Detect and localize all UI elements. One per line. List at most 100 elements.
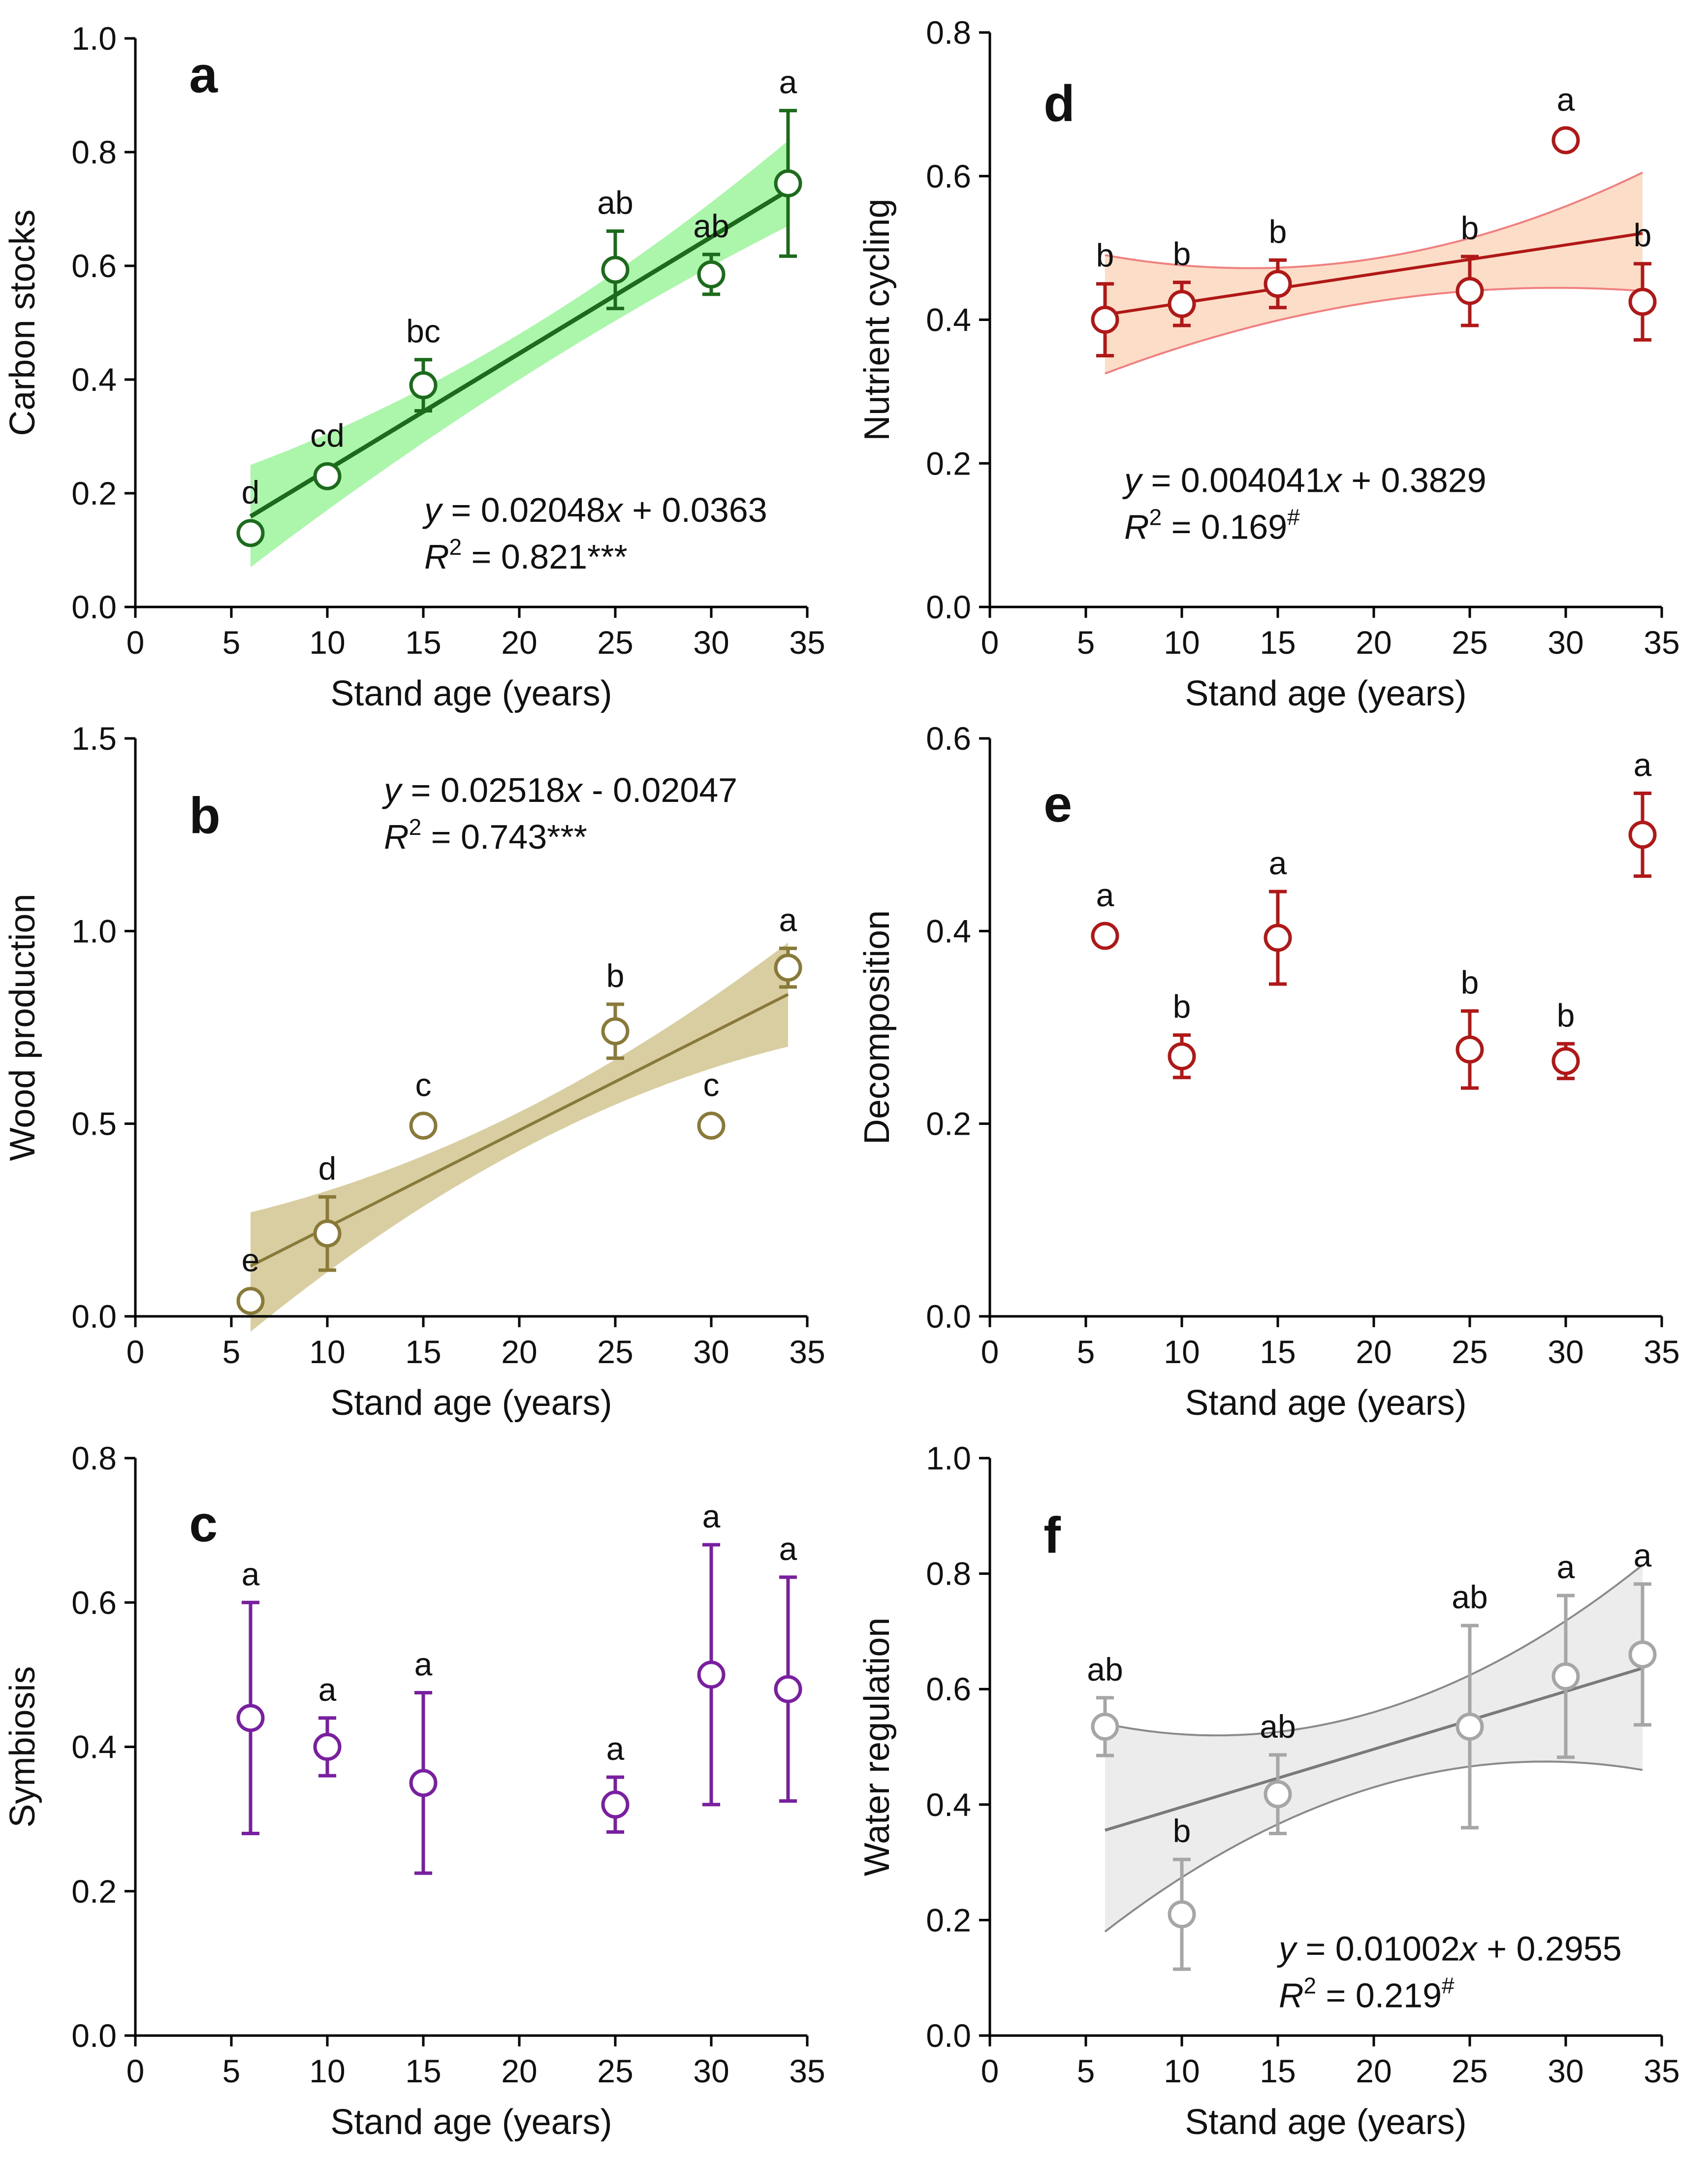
- data-point-e: [1628, 821, 1657, 849]
- fit-line-a: [249, 188, 790, 518]
- panel-letter-b: b: [189, 788, 221, 845]
- x-tick-label-f: 20: [1356, 2053, 1392, 2089]
- panel-e: 0 5 10 15 20 25 30 35 0.0 0.2 0.4 0.6 Stand age (yea…: [857, 720, 1680, 1423]
- x-tick-label-d: 5: [1077, 624, 1095, 661]
- x-tick-label-c: 5: [222, 2053, 241, 2089]
- significance-letter-c: a: [414, 1646, 433, 1683]
- y-tick-label-b: 0.5: [71, 1106, 117, 1142]
- data-point-c: [697, 1660, 726, 1689]
- confidence-band-b: [251, 942, 788, 1332]
- y-tick-label-a: 0.0: [71, 589, 117, 625]
- significance-letter-c: a: [606, 1730, 625, 1767]
- significance-letter-e: b: [1173, 988, 1191, 1025]
- significance-letter-b: d: [318, 1150, 337, 1186]
- x-tick-label-f: 25: [1452, 2053, 1487, 2089]
- x-tick-label-e: 15: [1260, 1334, 1296, 1370]
- significance-letter-e: b: [1461, 964, 1479, 1001]
- x-tick-label-e: 30: [1548, 1334, 1583, 1370]
- x-tick-label-a: 20: [501, 624, 537, 661]
- x-tick-label-c: 20: [501, 2053, 537, 2089]
- band-lower-edge-f: [1104, 1760, 1643, 1933]
- y-tick-label-e: 0.6: [926, 720, 971, 757]
- y-axis-label-b: Wood production: [3, 893, 42, 1161]
- y-tick-label-a: 0.6: [71, 248, 117, 284]
- x-axis-label-d: Stand age (years): [1185, 674, 1466, 713]
- significance-letter-b: e: [242, 1242, 260, 1278]
- data-point-a: [409, 371, 438, 400]
- x-tick-label-c: 35: [789, 2053, 825, 2089]
- r-squared-b: R2 = 0.743***: [384, 814, 587, 856]
- y-tick-label-f: 0.0: [926, 2017, 971, 2054]
- data-point-a: [236, 519, 265, 547]
- significance-letter-a: bc: [406, 313, 441, 350]
- x-tick-label-b: 10: [309, 1334, 345, 1370]
- significance-letter-a: d: [242, 474, 260, 510]
- y-tick-label-e: 0.2: [926, 1106, 971, 1142]
- significance-letter-f: a: [1557, 1549, 1575, 1585]
- significance-letter-c: a: [779, 1530, 797, 1567]
- band-upper-edge-f: [1105, 1564, 1644, 1737]
- data-point-f: [1551, 1662, 1580, 1690]
- y-tick-label-c: 0.0: [71, 2017, 117, 2054]
- significance-letter-c: a: [242, 1556, 260, 1592]
- data-point-d: [1628, 287, 1657, 316]
- significance-letter-a: a: [779, 64, 797, 100]
- fit-line-b: [250, 993, 789, 1268]
- significance-letter-b: c: [415, 1067, 432, 1103]
- y-tick-label-f: 0.2: [926, 1902, 971, 1938]
- x-tick-label-a: 25: [597, 624, 633, 661]
- significance-letter-e: a: [1634, 747, 1652, 783]
- x-tick-label-e: 35: [1644, 1334, 1679, 1370]
- panel-letter-a: a: [189, 46, 218, 103]
- x-tick-label-a: 35: [789, 624, 825, 661]
- significance-letter-c: a: [318, 1671, 337, 1708]
- x-tick-label-f: 10: [1164, 2053, 1200, 2089]
- y-tick-label-d: 0.2: [926, 445, 971, 481]
- y-tick-label-f: 0.8: [926, 1556, 971, 1592]
- x-tick-label-b: 0: [127, 1334, 145, 1370]
- significance-letter-e: b: [1557, 997, 1575, 1033]
- x-tick-label-f: 35: [1644, 2053, 1679, 2089]
- data-point-f: [1455, 1712, 1484, 1741]
- x-tick-label-c: 15: [405, 2053, 441, 2089]
- significance-letter-e: a: [1096, 877, 1114, 913]
- data-point-c: [313, 1733, 342, 1761]
- y-tick-label-f: 1.0: [926, 1440, 971, 1476]
- significance-letter-d: b: [1461, 210, 1479, 246]
- significance-letter-f: a: [1634, 1537, 1652, 1574]
- data-point-a: [697, 260, 726, 288]
- significance-letter-a: cd: [310, 417, 345, 453]
- panel-a: 0 5 10 15 20 25 30 35 0.0 0.2 0.4 0.6 0.8 1.0 Stand ag…: [3, 20, 825, 713]
- y-tick-label-a: 0.4: [71, 361, 117, 398]
- x-tick-label-c: 0: [127, 2053, 145, 2089]
- data-point-a: [601, 255, 630, 284]
- panel-d: 0 5 10 15 20 25 30 35 0.0 0.2 0.4 0.6 0.8 Stand age (…: [857, 14, 1680, 713]
- data-point-b: [697, 1112, 726, 1140]
- data-point-b: [774, 954, 802, 982]
- x-axis-label-e: Stand age (years): [1185, 1383, 1466, 1423]
- panel-letter-c: c: [189, 1496, 218, 1553]
- x-tick-label-e: 25: [1452, 1334, 1487, 1370]
- data-point-d: [1455, 277, 1484, 305]
- data-point-a: [774, 169, 802, 198]
- x-tick-label-e: 5: [1077, 1334, 1095, 1370]
- y-axis-label-c: Symbiosis: [3, 1666, 42, 1827]
- x-tick-label-d: 35: [1644, 624, 1679, 661]
- y-tick-label-b: 0.0: [71, 1298, 117, 1335]
- y-tick-label-d: 0.6: [926, 158, 971, 194]
- x-axis-label-a: Stand age (years): [330, 674, 612, 713]
- significance-letter-c: a: [702, 1498, 721, 1534]
- data-point-f: [1168, 1900, 1196, 1929]
- x-tick-label-a: 0: [127, 624, 145, 661]
- data-point-d: [1264, 270, 1292, 298]
- x-tick-label-d: 10: [1164, 624, 1200, 661]
- panel-b: 0 5 10 15 20 25 30 35 0.0 0.5 1.0 1.5 Stand age (yea…: [3, 720, 825, 1423]
- data-point-d: [1551, 126, 1580, 155]
- significance-letter-a: ab: [693, 208, 729, 244]
- x-tick-label-b: 30: [693, 1334, 729, 1370]
- y-tick-label-d: 0.0: [926, 589, 971, 625]
- data-point-f: [1264, 1780, 1292, 1809]
- y-tick-label-c: 0.4: [71, 1729, 117, 1765]
- data-point-e: [1455, 1035, 1484, 1064]
- significance-letter-f: b: [1173, 1813, 1191, 1849]
